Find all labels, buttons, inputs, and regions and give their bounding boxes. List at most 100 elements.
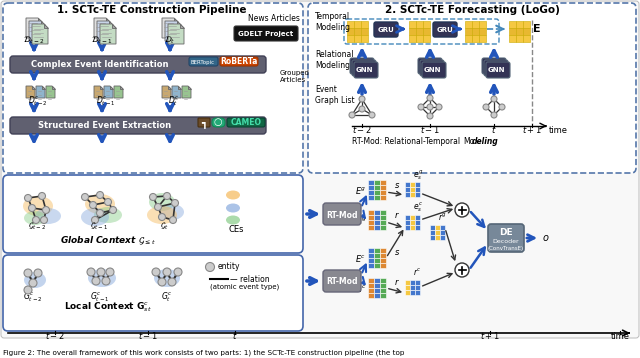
Text: $\mathcal{G}_t$: $\mathcal{G}_t$ (159, 220, 168, 232)
Bar (380, 220, 386, 225)
Circle shape (349, 112, 355, 118)
Bar (374, 215, 380, 220)
Text: deling: deling (472, 137, 499, 146)
Circle shape (97, 192, 104, 198)
Circle shape (33, 217, 40, 223)
Polygon shape (182, 86, 191, 98)
Polygon shape (174, 18, 178, 22)
Polygon shape (188, 86, 191, 89)
Text: s: s (395, 181, 399, 190)
Polygon shape (178, 86, 181, 89)
FancyBboxPatch shape (10, 56, 266, 73)
Bar (509, 28, 516, 35)
Circle shape (106, 268, 114, 276)
Bar (405, 187, 410, 192)
Text: $\mathcal{G}_{t-1}$: $\mathcal{G}_{t-1}$ (90, 220, 108, 232)
Polygon shape (100, 24, 116, 44)
Ellipse shape (35, 208, 61, 224)
Bar (415, 285, 420, 290)
Bar (374, 180, 380, 185)
Text: $D^c_{t-1}$: $D^c_{t-1}$ (96, 94, 116, 107)
Circle shape (42, 207, 49, 213)
Text: RT-Mod: RT-Mod (326, 211, 358, 219)
Text: $D^c_t$: $D^c_t$ (168, 94, 180, 107)
Text: $G^c_{t-2}$: $G^c_{t-2}$ (23, 290, 43, 304)
Ellipse shape (24, 211, 46, 225)
Bar (472, 35, 479, 42)
Circle shape (38, 193, 45, 199)
Bar (380, 263, 386, 268)
Bar (465, 35, 472, 42)
Circle shape (104, 198, 111, 205)
Circle shape (455, 263, 469, 277)
Ellipse shape (226, 203, 240, 213)
Text: GNN: GNN (487, 67, 505, 73)
FancyBboxPatch shape (484, 60, 508, 76)
Bar (368, 215, 374, 220)
FancyBboxPatch shape (3, 255, 303, 331)
Bar (410, 225, 415, 230)
Text: $\mathcal{G}_{t-2}$: $\mathcal{G}_{t-2}$ (28, 220, 46, 232)
Bar (430, 230, 435, 235)
Text: time: time (611, 332, 630, 341)
FancyBboxPatch shape (350, 58, 374, 74)
Polygon shape (52, 86, 55, 89)
Polygon shape (165, 21, 181, 41)
FancyBboxPatch shape (482, 58, 506, 74)
Bar (368, 185, 374, 190)
Bar (410, 280, 415, 285)
Bar (368, 220, 374, 225)
FancyBboxPatch shape (308, 3, 636, 173)
Bar (374, 253, 380, 258)
Bar (380, 258, 386, 263)
Text: ○: ○ (214, 117, 222, 127)
FancyBboxPatch shape (323, 203, 361, 225)
Bar (368, 210, 374, 215)
FancyBboxPatch shape (488, 224, 524, 252)
Bar (516, 28, 523, 35)
Bar (368, 180, 374, 185)
FancyBboxPatch shape (433, 22, 457, 37)
Bar (415, 192, 420, 197)
Circle shape (174, 268, 182, 276)
Text: $t-1$: $t-1$ (420, 124, 440, 135)
Bar (374, 263, 380, 268)
Circle shape (491, 112, 497, 118)
Bar (380, 215, 386, 220)
Text: GNN: GNN (355, 67, 372, 73)
Ellipse shape (94, 207, 122, 223)
Bar (416, 21, 423, 28)
Bar (380, 248, 386, 253)
Bar (415, 290, 420, 295)
Bar (415, 220, 420, 225)
Bar (509, 35, 516, 42)
Bar (368, 283, 374, 288)
Circle shape (87, 268, 95, 276)
FancyBboxPatch shape (234, 26, 298, 41)
Text: $\mathcal{D}_{t-1}$: $\mathcal{D}_{t-1}$ (92, 35, 113, 47)
Circle shape (40, 217, 47, 223)
Bar (374, 190, 380, 195)
Text: GDELT Project: GDELT Project (238, 31, 294, 37)
Bar (354, 21, 361, 28)
Bar (368, 190, 374, 195)
Bar (374, 195, 380, 200)
Bar (405, 182, 410, 187)
Bar (405, 225, 410, 230)
Circle shape (92, 277, 100, 285)
Bar (440, 230, 445, 235)
Ellipse shape (160, 204, 184, 220)
Bar (374, 185, 380, 190)
FancyBboxPatch shape (323, 270, 361, 292)
Circle shape (499, 104, 505, 110)
Text: ┓: ┓ (201, 118, 207, 128)
Bar (405, 220, 410, 225)
Bar (479, 21, 486, 28)
Bar (516, 21, 523, 28)
Polygon shape (162, 18, 178, 38)
Bar (523, 35, 530, 42)
FancyBboxPatch shape (3, 175, 303, 253)
Text: time: time (549, 126, 568, 135)
Circle shape (158, 278, 166, 286)
Text: $t+1$: $t+1$ (480, 330, 500, 341)
